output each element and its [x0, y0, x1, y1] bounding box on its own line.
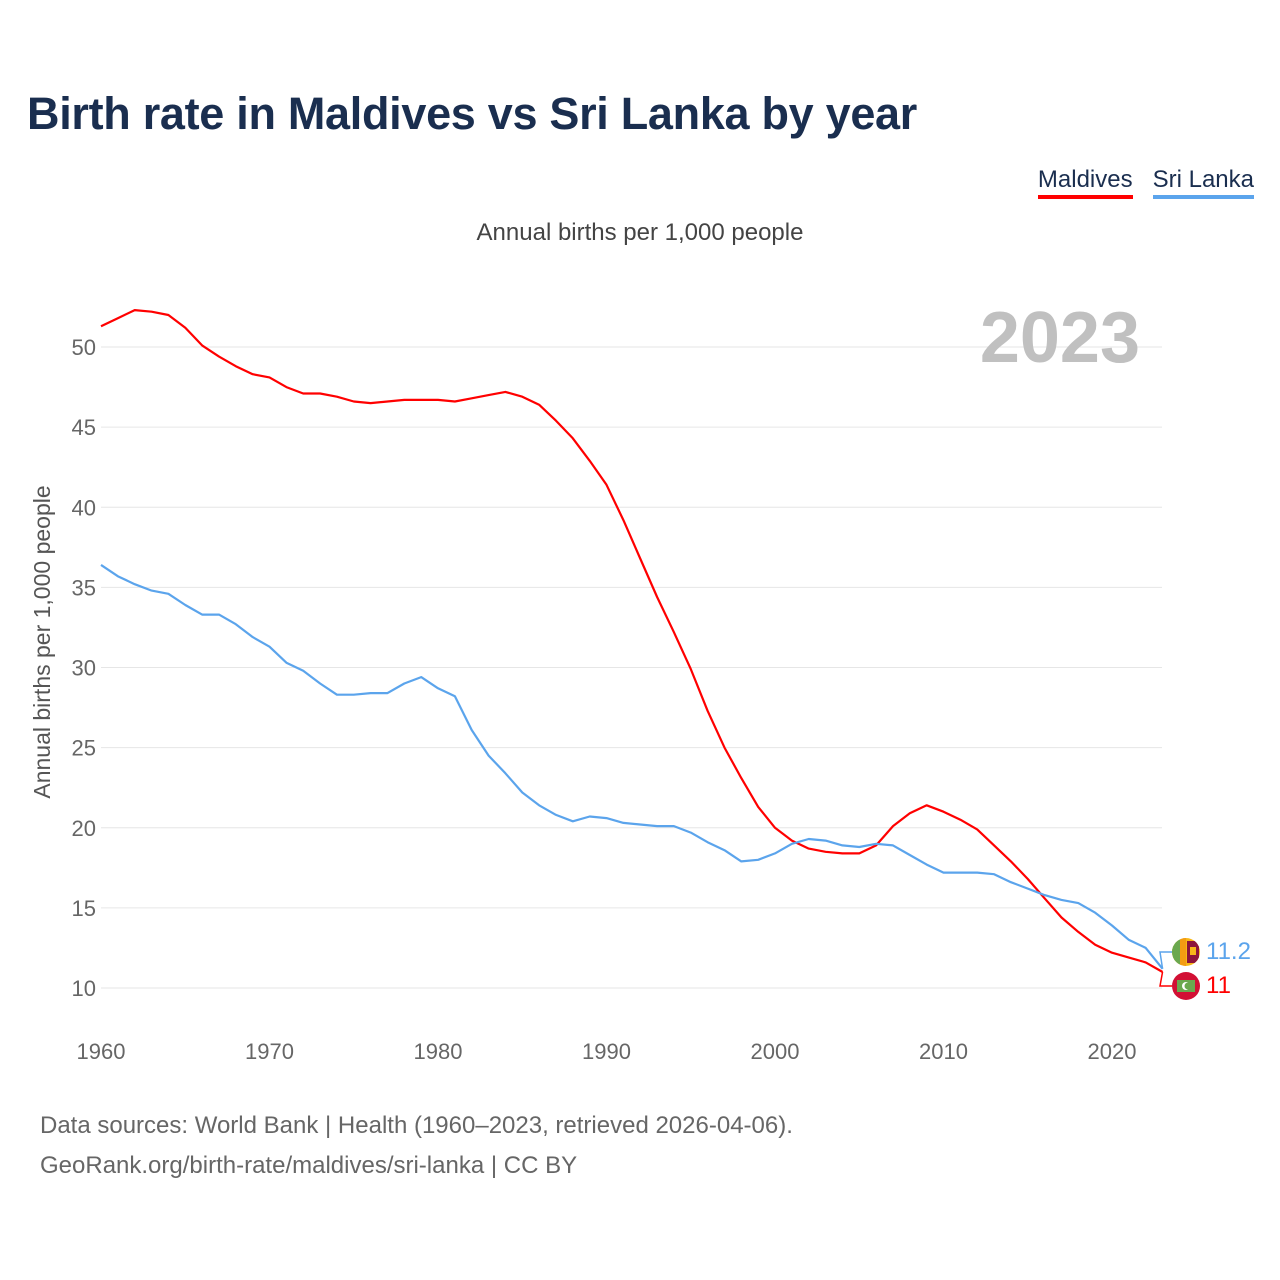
legend: Maldives Sri Lanka: [1037, 166, 1254, 199]
x-tick-label: 1970: [245, 1039, 294, 1064]
sri-lanka-end-label: 11.2: [1206, 938, 1251, 965]
footer: Data sources: World Bank | Health (1960–…: [40, 1106, 793, 1186]
sri-lanka-flag-icon: [1172, 938, 1200, 966]
legend-item-maldives[interactable]: Maldives: [1037, 166, 1133, 199]
y-tick-label: 35: [72, 575, 96, 600]
chart-title: Birth rate in Maldives vs Sri Lanka by y…: [27, 88, 917, 139]
y-tick-label: 20: [72, 816, 96, 841]
source-link[interactable]: GeoRank.org/birth-rate/maldives/sri-lank…: [40, 1152, 578, 1179]
sri-lanka-leader-line: [1159, 951, 1172, 969]
x-tick-label: 2000: [751, 1039, 800, 1064]
y-tick-label: 50: [72, 335, 96, 360]
data-sources: Data sources: World Bank | Health (1960–…: [40, 1112, 793, 1139]
y-tick-label: 25: [72, 736, 96, 761]
series-line-maldives: [100, 309, 1164, 973]
x-tick-label: 1990: [582, 1039, 631, 1064]
series-line-sri-lanka: [100, 563, 1164, 970]
year-label: 2023: [980, 298, 1140, 378]
legend-item-sri-lanka[interactable]: Sri Lanka: [1152, 166, 1254, 199]
x-tick-label: 1980: [414, 1039, 463, 1064]
y-tick-label: 30: [72, 656, 96, 681]
x-tick-label: 2020: [1088, 1039, 1137, 1064]
y-tick-label: 10: [72, 976, 96, 1001]
y-tick-label: 40: [72, 495, 96, 520]
maldives-flag-icon: [1172, 972, 1200, 1000]
y-axis-label: Annual births per 1,000 people: [29, 485, 55, 798]
maldives-leader-line: [1159, 971, 1172, 987]
maldives-end-label: 11: [1206, 972, 1231, 999]
chart-subtitle: Annual births per 1,000 people: [477, 219, 804, 246]
y-tick-label: 45: [72, 415, 96, 440]
x-tick-label: 2010: [919, 1039, 968, 1064]
x-tick-label: 1960: [77, 1039, 126, 1064]
y-tick-label: 15: [72, 896, 96, 921]
